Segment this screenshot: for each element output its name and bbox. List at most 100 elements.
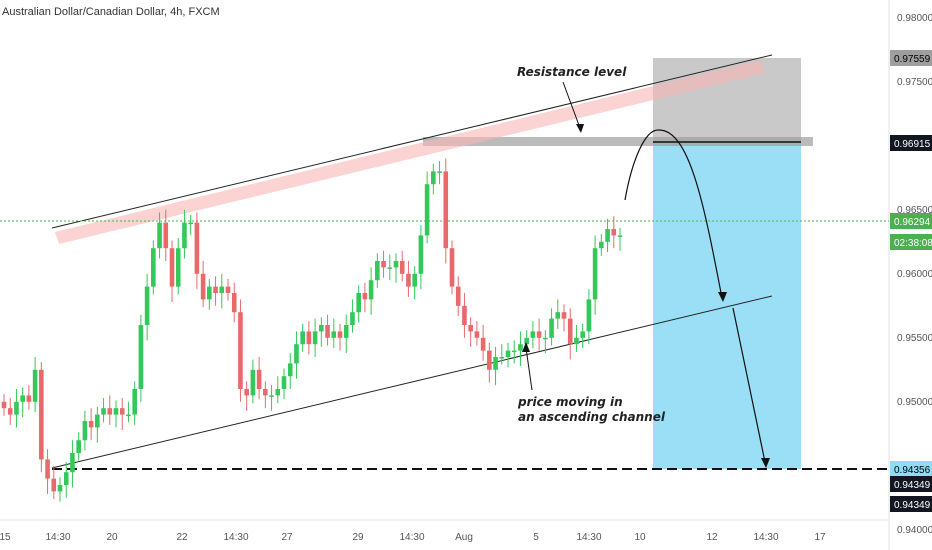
candle-body [26, 395, 32, 402]
candle-body [530, 331, 536, 338]
candle-body [468, 325, 473, 332]
x-tick-label: 14:30 [576, 532, 601, 543]
x-tick-label: 14:30 [753, 532, 778, 543]
candles-group [1, 158, 623, 502]
candle-body [455, 286, 461, 306]
x-tick-label: 14:30 [45, 532, 70, 543]
candle-body [244, 389, 249, 396]
y-tick-label: 0.95000 [897, 397, 932, 408]
annotation-channel-1: price moving in [517, 395, 623, 409]
candle-body [617, 235, 623, 237]
candle-body [343, 325, 349, 338]
candle-body [567, 318, 573, 345]
candle-body [57, 485, 63, 492]
candle-body [281, 376, 287, 389]
price-tag-label: 0.96915 [894, 139, 931, 150]
lower-channel-line [51, 295, 773, 469]
resistance-zone [423, 137, 813, 146]
candle-body [275, 389, 281, 396]
candle-body [437, 171, 442, 173]
candle-body [331, 331, 337, 338]
candle-body [95, 414, 100, 428]
candle-body [45, 459, 50, 479]
candle-body [14, 401, 19, 415]
annotation-resistance: Resistance level [517, 65, 627, 79]
candle-body [163, 222, 169, 249]
candle-body [443, 171, 449, 249]
y-tick-label: 0.94000 [897, 525, 932, 536]
candle-body [580, 331, 585, 338]
candle-body [219, 286, 225, 293]
candle-body [225, 286, 231, 293]
candle-body [462, 305, 467, 325]
x-tick-label: 10 [634, 532, 646, 543]
candle-body [543, 337, 548, 340]
candle-body [605, 229, 610, 242]
candle-body [70, 453, 75, 473]
resistance-arrow [562, 81, 581, 129]
y-tick-label: 0.96500 [897, 205, 932, 216]
candle-body [88, 421, 94, 428]
channel-arrow [525, 347, 533, 391]
candle-body [424, 184, 430, 236]
candle-body [406, 273, 411, 287]
x-tick-label: 14:30 [399, 532, 424, 543]
x-tick-label: 15 [0, 532, 11, 543]
candle-body [561, 312, 567, 319]
candle-body [207, 286, 212, 300]
candle-body [487, 350, 492, 370]
take-profit-zone [653, 142, 801, 469]
x-tick-label: 27 [281, 532, 293, 543]
candle-body [306, 331, 312, 345]
y-tick-label: 0.98000 [897, 13, 932, 24]
candle-body [524, 337, 529, 345]
candle-body [362, 293, 368, 300]
price-tag-bg [890, 496, 932, 512]
candle-body [536, 331, 542, 338]
channel-arrowhead [522, 342, 530, 352]
candle-body [505, 350, 511, 357]
candle-body [300, 331, 305, 345]
projection-arc [624, 129, 723, 299]
upper-channel-band [55, 60, 765, 244]
candle-body [350, 312, 355, 325]
price-tag-label: 02:38:08 [894, 238, 932, 249]
candle-body [412, 273, 417, 287]
candle-body [144, 286, 150, 325]
candle-body [375, 261, 380, 281]
candle-body [151, 248, 156, 287]
price-tag-label: 0.96294 [894, 217, 931, 228]
price-tag-bg [890, 213, 932, 229]
candle-body [82, 421, 88, 441]
candle-body [312, 331, 318, 345]
candle-body [1, 401, 7, 409]
candle-body [574, 337, 579, 345]
candle-body [175, 248, 181, 287]
x-tick-label: 5 [533, 532, 539, 543]
candle-body [169, 248, 175, 287]
candle-body [399, 261, 405, 274]
x-tick-label: 17 [814, 532, 826, 543]
candle-body [611, 229, 617, 236]
candle-body [337, 331, 343, 338]
candle-body [592, 248, 598, 300]
price-tag-bg [890, 461, 932, 477]
candle-body [194, 222, 200, 274]
price-tags: 0.97559 0.96915 0.96294 02:38:08 0.94356 0.94… [890, 50, 932, 512]
candle-body [39, 369, 44, 460]
candle-body [250, 369, 256, 396]
candle-body [32, 369, 38, 402]
candle-body [238, 312, 243, 389]
candle-body [480, 337, 486, 351]
candle-body [287, 363, 293, 377]
candle-body [325, 325, 330, 338]
candle-body [319, 325, 324, 332]
candle-body [294, 344, 299, 364]
candle-body [157, 222, 162, 249]
projection-arrowhead [718, 292, 727, 302]
candle-body [599, 241, 604, 249]
price-tag-label: 0.97559 [894, 54, 931, 65]
candle-body [101, 408, 106, 415]
y-tick-label: 0.97500 [897, 77, 932, 88]
